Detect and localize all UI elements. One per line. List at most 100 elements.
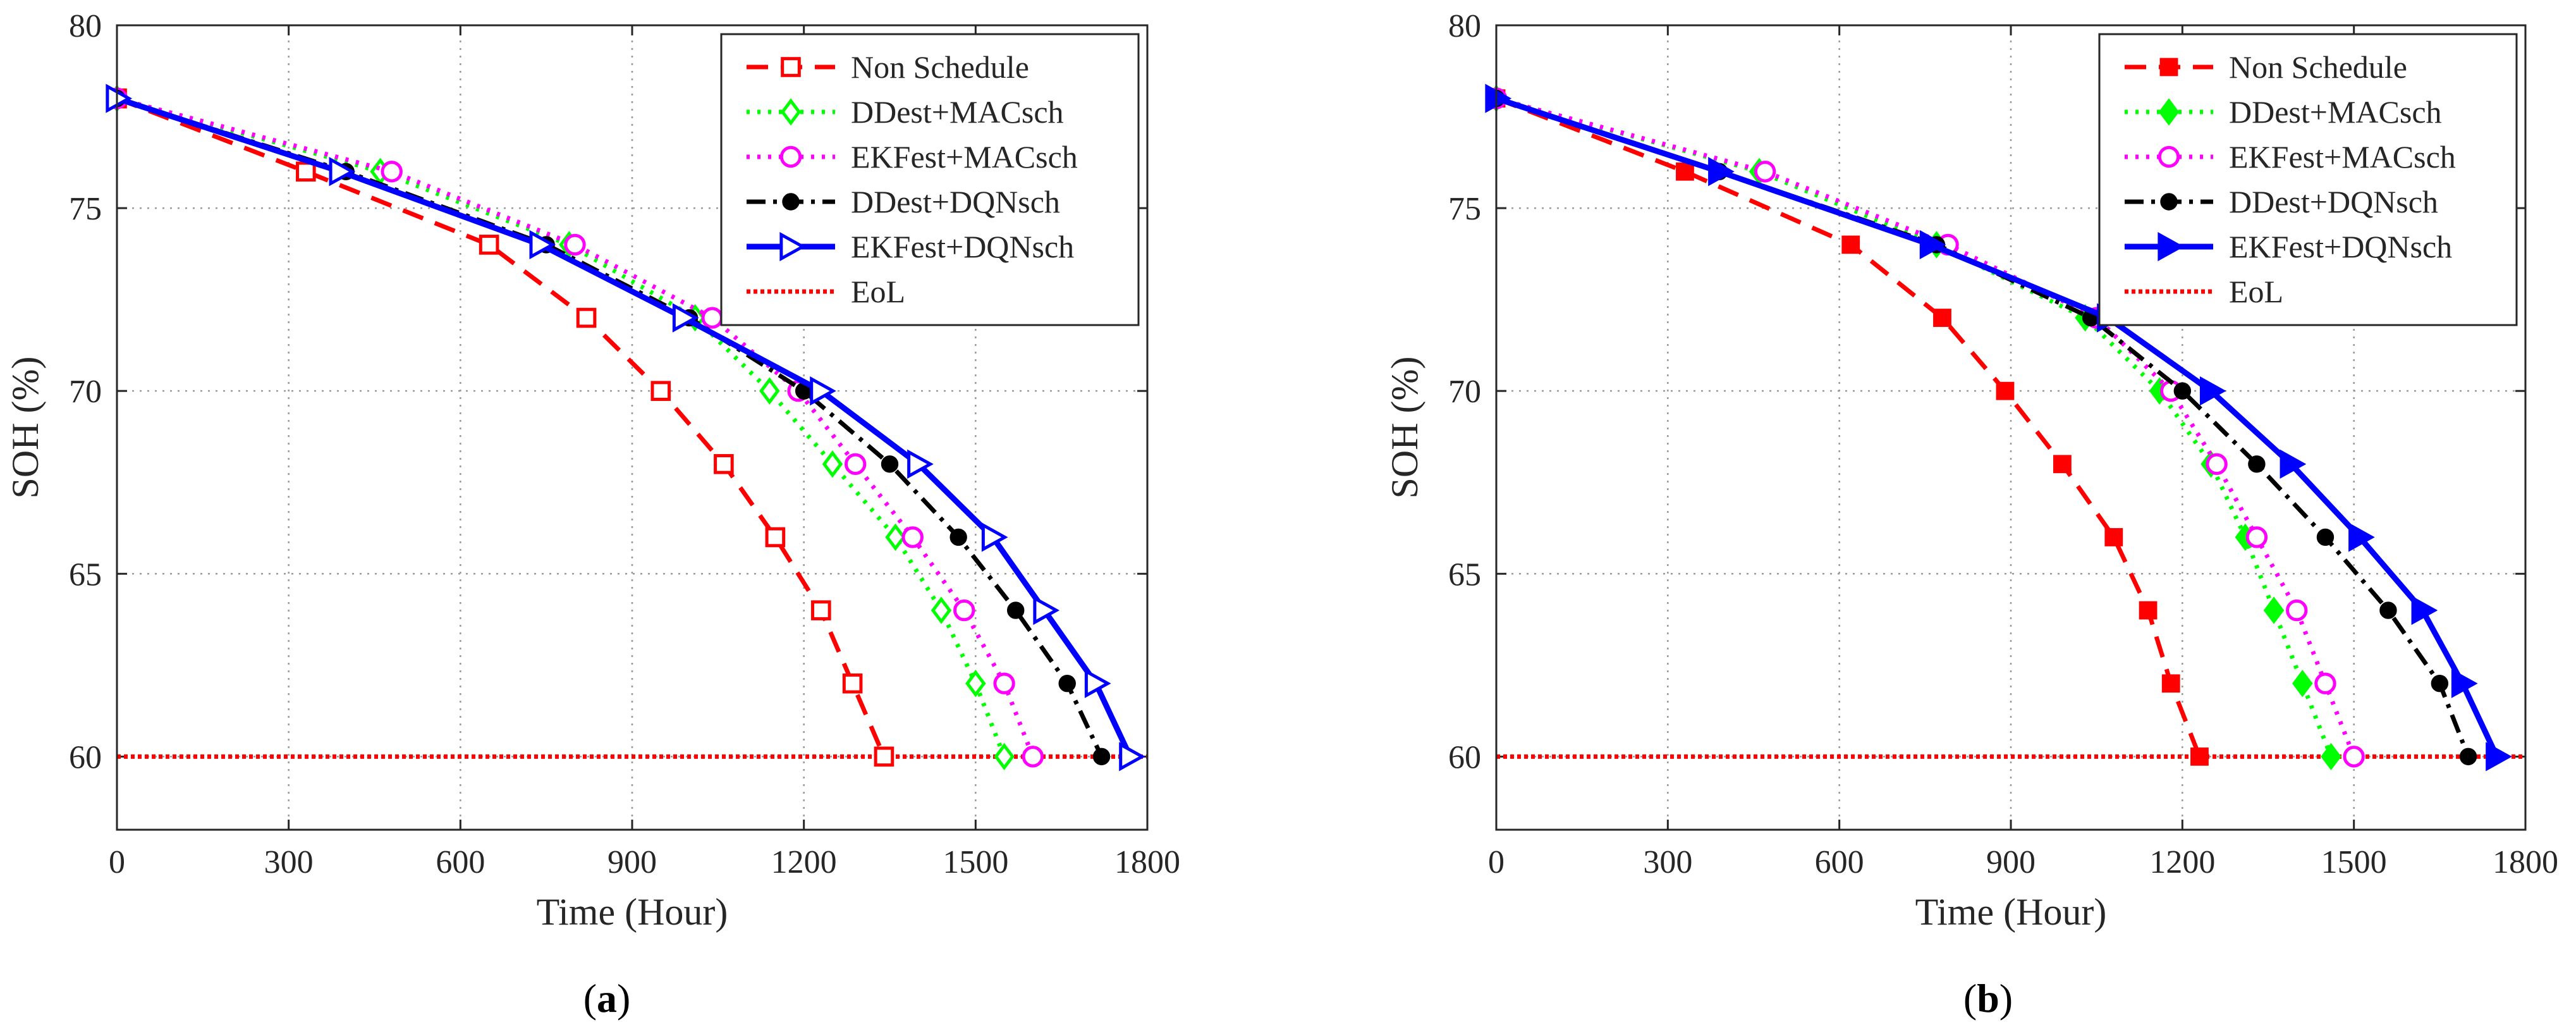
data-point xyxy=(701,307,723,329)
legend-swatch-marker xyxy=(779,231,807,262)
data-point xyxy=(106,83,133,113)
data-point xyxy=(1676,162,1694,181)
data-point xyxy=(2245,526,2268,548)
caption-open-paren: ( xyxy=(1963,976,1977,1021)
series-ekfest-macsch xyxy=(1496,96,2356,758)
x-tick-label: 1200 xyxy=(2149,844,2215,880)
data-point xyxy=(2190,747,2209,766)
series-ddest-macsch xyxy=(1496,96,2333,758)
data-point xyxy=(2199,376,2226,406)
data-point xyxy=(2343,746,2365,768)
x-tick-label: 0 xyxy=(1488,844,1505,880)
legend-swatch-marker xyxy=(2158,98,2180,126)
data-point xyxy=(1119,742,1145,772)
data-point xyxy=(765,527,786,548)
panel-caption: (a) xyxy=(583,976,631,1021)
x-tick-label: 600 xyxy=(1815,844,1864,880)
chart-panel-b: 0 300 600 900 1200 1500 1800 60 65 70 75 80 Time (Ho… xyxy=(1384,8,2558,1021)
data-point xyxy=(1933,309,1951,327)
data-point xyxy=(564,233,586,256)
data-point xyxy=(2280,449,2307,479)
data-point xyxy=(2316,528,2335,546)
data-point xyxy=(1708,157,1735,187)
x-tick-label: 300 xyxy=(264,844,314,880)
panel-caption: (b) xyxy=(1963,976,2013,1021)
data-point xyxy=(2104,528,2123,546)
data-point xyxy=(759,377,780,405)
data-point xyxy=(1058,675,1076,692)
data-point xyxy=(965,670,986,698)
x-tick-label: 1800 xyxy=(2493,844,2558,880)
data-point xyxy=(1033,595,1060,625)
data-point xyxy=(329,157,356,187)
legend-label: EKFest+MACsch xyxy=(851,139,1078,175)
legend-label: DDest+DQNsch xyxy=(2229,184,2438,219)
data-point xyxy=(953,599,975,622)
caption-letter: b xyxy=(1977,976,1999,1021)
data-point xyxy=(714,454,734,474)
y-tick-label: 80 xyxy=(69,8,102,44)
data-point xyxy=(479,235,499,255)
y-tick-label: 65 xyxy=(1448,557,1481,593)
legend-label: EKFest+DQNsch xyxy=(2229,229,2452,264)
legend-label: EKFest+DQNsch xyxy=(851,229,1074,264)
legend-label: DDest+MACsch xyxy=(2229,94,2442,130)
data-point xyxy=(907,449,934,479)
data-point xyxy=(811,600,831,620)
data-point xyxy=(1841,235,1860,254)
data-point xyxy=(2206,453,2228,476)
data-point xyxy=(881,455,899,473)
data-point xyxy=(296,161,316,182)
caption-close-paren: ) xyxy=(617,976,630,1021)
data-point xyxy=(2411,595,2438,625)
data-point xyxy=(2486,742,2512,772)
y-tick-label: 65 xyxy=(69,557,102,593)
caption-close-paren: ) xyxy=(1999,976,2013,1021)
y-axis-label: SOH (%) xyxy=(1384,357,1425,499)
series-line xyxy=(117,95,1133,758)
data-point xyxy=(529,230,556,260)
series-line xyxy=(117,96,1006,758)
data-point xyxy=(2292,670,2313,698)
x-tick-label: 1500 xyxy=(2321,844,2387,880)
x-tick-label: 900 xyxy=(607,844,657,880)
legend-box xyxy=(720,33,1140,326)
y-tick-label: 80 xyxy=(1448,8,1481,44)
data-point xyxy=(2173,382,2192,400)
legend-swatch-marker xyxy=(2158,231,2185,262)
legend-label: EoL xyxy=(2229,274,2283,309)
data-point xyxy=(994,742,1015,771)
legend-label: DDest+MACsch xyxy=(851,94,1064,130)
data-point xyxy=(1092,748,1111,766)
data-point xyxy=(931,596,952,624)
data-point xyxy=(2451,668,2478,698)
y-axis-label: SOH (%) xyxy=(4,357,46,499)
data-point xyxy=(1022,746,1044,768)
x-tick-label: 600 xyxy=(436,844,485,880)
series-ddest-macsch xyxy=(117,96,1006,758)
data-point xyxy=(2053,455,2072,474)
axes-box xyxy=(1495,24,2527,831)
data-point xyxy=(2161,674,2180,693)
data-point xyxy=(2459,748,2477,766)
series-ekfest-macsch xyxy=(117,96,1035,758)
data-point xyxy=(981,522,1008,552)
data-point xyxy=(949,528,967,546)
caption-open-paren: ( xyxy=(583,976,597,1021)
legend-swatch-marker xyxy=(2158,145,2180,168)
legend-box xyxy=(2098,33,2518,326)
y-tick-label: 60 xyxy=(69,739,102,775)
series-ekfest-dqnsch xyxy=(1496,95,2500,758)
legend-swatch-marker xyxy=(780,98,802,126)
series-markers xyxy=(107,88,894,767)
y-tick-label: 70 xyxy=(1448,374,1481,410)
data-point xyxy=(1485,83,1512,113)
series-non-schedule xyxy=(1496,96,2202,758)
series-line xyxy=(117,96,886,758)
data-point xyxy=(2286,599,2308,622)
series-line xyxy=(1496,96,2356,758)
legend-label: Non Schedule xyxy=(851,49,1029,85)
x-tick-label: 900 xyxy=(1986,844,2036,880)
data-point xyxy=(2348,522,2375,552)
